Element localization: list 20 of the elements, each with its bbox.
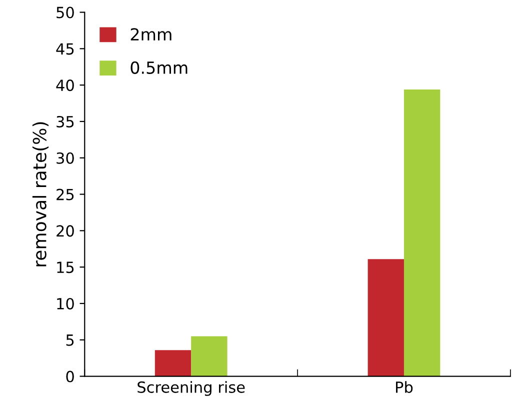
y-tick-label: 10 (57, 298, 74, 310)
y-tick-label: 35 (56, 116, 74, 128)
bar (154, 350, 192, 376)
bar (191, 336, 228, 376)
y-tick-label: 5 (66, 334, 74, 346)
y-axis-title: removal rate(%) (32, 122, 49, 266)
y-tick-label: 0 (66, 370, 74, 382)
bar (368, 259, 404, 376)
y-tick-label: 45 (56, 43, 74, 55)
y-tick-label: 20 (56, 225, 74, 237)
y-tick-label: 40 (56, 80, 74, 92)
x-tick-label: Pb (396, 381, 413, 393)
y-tick-label: 15 (57, 262, 74, 274)
y-tick-label: 50 (56, 6, 74, 18)
legend-label: 2mm (130, 28, 172, 40)
y-tick-label: 25 (56, 188, 74, 200)
legend-label: 0.5mm (130, 61, 188, 74)
bar (404, 89, 440, 376)
y-tick-label: 30 (56, 152, 74, 164)
x-tick-label: Screening rise (138, 381, 245, 396)
